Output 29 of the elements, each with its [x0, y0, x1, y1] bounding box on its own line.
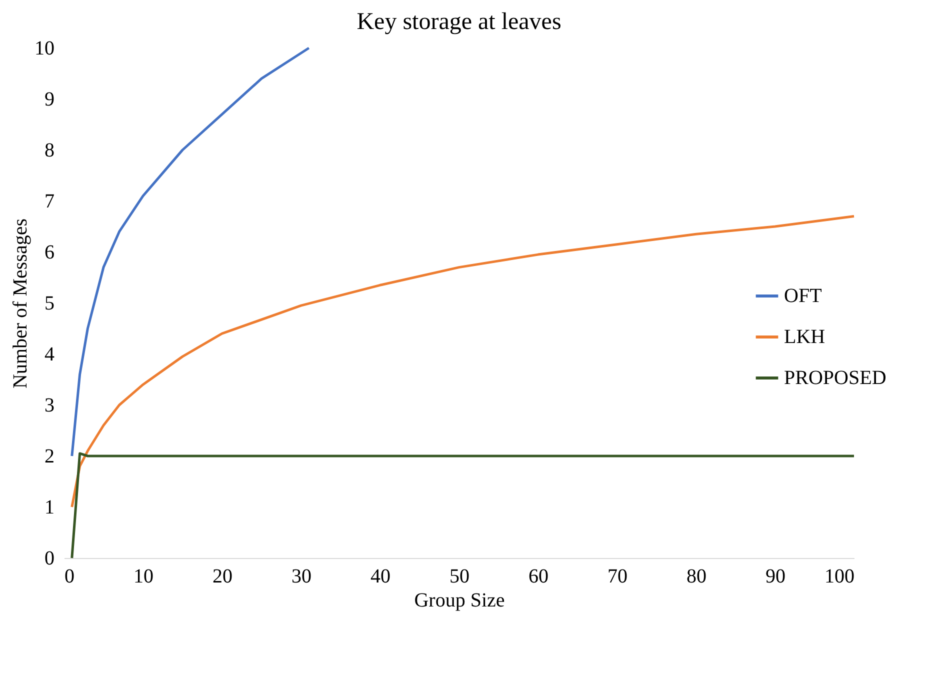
x-tick-label: 0: [64, 566, 74, 588]
x-tick-label: 30: [292, 566, 312, 588]
y-tick-label: 10: [34, 38, 54, 60]
x-tick-label: 20: [212, 566, 232, 588]
legend-label: OFT: [784, 285, 822, 307]
x-tick-label: 80: [686, 566, 706, 588]
y-tick-label: 6: [44, 242, 54, 264]
x-tick-label: 100: [824, 566, 854, 588]
y-tick-label: 0: [44, 548, 54, 570]
y-tick-label: 8: [44, 140, 54, 162]
x-tick-label: 60: [528, 566, 548, 588]
line-series: [70, 46, 310, 458]
y-tick-label: 5: [44, 292, 54, 314]
x-tick-label: 90: [766, 566, 786, 588]
y-tick-label: 3: [44, 394, 54, 416]
chart-title: Key storage at leaves: [356, 9, 562, 35]
x-tick-label: 10: [134, 566, 154, 588]
legend-label: PROPOSED: [784, 367, 886, 389]
x-tick-label: 50: [450, 566, 470, 588]
y-axis-title: Number of Messages: [10, 218, 32, 388]
y-tick-label: 1: [44, 496, 54, 518]
legend-label: LKH: [784, 326, 826, 348]
y-tick-label: 4: [44, 344, 54, 366]
x-tick-label: 70: [608, 566, 628, 588]
y-tick-label: 2: [44, 446, 54, 468]
y-tick-label: 9: [44, 88, 54, 110]
y-tick-label: 7: [44, 190, 54, 212]
x-tick-label: 40: [370, 566, 390, 588]
x-axis-title: Group Size: [414, 590, 505, 612]
